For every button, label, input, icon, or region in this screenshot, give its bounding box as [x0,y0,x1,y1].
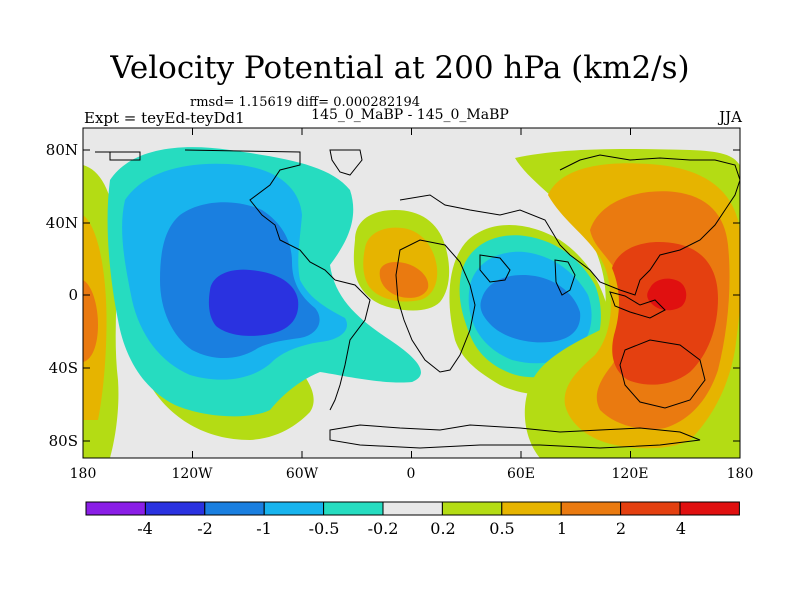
colorbar-box [441,501,503,516]
lon-label-60e: 60E [506,466,536,482]
coastline-india [554,259,576,296]
contour-indian-negative-core [480,274,581,343]
map-title: Velocity Potential at 200 hPa (km2/s) [110,50,690,86]
coastlines [95,149,740,449]
coastline-south-america [329,279,371,411]
lon-label-180e: 180 [726,466,754,482]
colorbar-box [263,501,325,516]
colorbar-label: 2 [615,519,627,538]
coastline-maritime [609,291,666,319]
colorbar-label: -4 [137,519,153,538]
lon-label-0: 0 [406,466,416,482]
lon-label-120e: 120E [611,466,649,482]
coastline-arabia [479,254,511,283]
coastline-africa [395,239,476,373]
colorbar-box [620,501,681,516]
colorbar-label: 1 [556,519,568,538]
lat-ticks [83,149,740,442]
contour-pacific-negative-core [208,269,299,336]
lon-ticks [82,128,741,458]
contour-west-positive-inner [83,280,98,362]
colorbar-label: -0.5 [308,519,340,538]
coastline-australia [619,339,706,409]
colorbar-box [679,501,740,516]
colorbar-box [144,501,206,516]
colorbar [85,501,740,516]
stats-label: rmsd= 1.15619 diff= 0.000282194 [190,95,421,110]
contour-fills [83,147,740,458]
colorbar-box [204,501,265,516]
colorbar-box [323,501,384,516]
contour-atlantic-positive-core [379,262,429,298]
lat-label-80n: 80N [45,141,78,159]
colorbar-label: 4 [675,519,687,538]
coastline-greenland [329,149,363,176]
colorbar-box [382,501,443,516]
experiment-label: Expt = teyEd-teyDd1 [84,109,245,127]
lon-label-60w: 60W [285,466,319,482]
coastline-antarctica [329,424,701,449]
lon-label-120w: 120W [171,466,213,482]
lat-label-40s: 40S [48,359,78,377]
lat-label-80s: 80S [48,432,78,450]
colorbar-label: -1 [256,519,272,538]
lat-label-0: 0 [68,286,78,304]
lat-label-40n: 40N [45,214,78,232]
colorbar-box [501,501,562,516]
contour-east-positive-l3 [612,241,718,385]
colorbar-label: -2 [197,519,213,538]
center-label: 145_0_MaBP - 145_0_MaBP [311,107,509,123]
colorbar-label: 0.5 [489,519,515,538]
colorbar-box [560,501,622,516]
colorbar-box [85,501,146,516]
colorbar-label: 0.2 [430,519,456,538]
season-label: JJA [719,108,742,126]
colorbar-label: -0.2 [367,519,399,538]
coastline-north-america [95,149,336,281]
lon-label-180w: 180 [69,466,97,482]
coastline-eurasia [399,154,740,296]
